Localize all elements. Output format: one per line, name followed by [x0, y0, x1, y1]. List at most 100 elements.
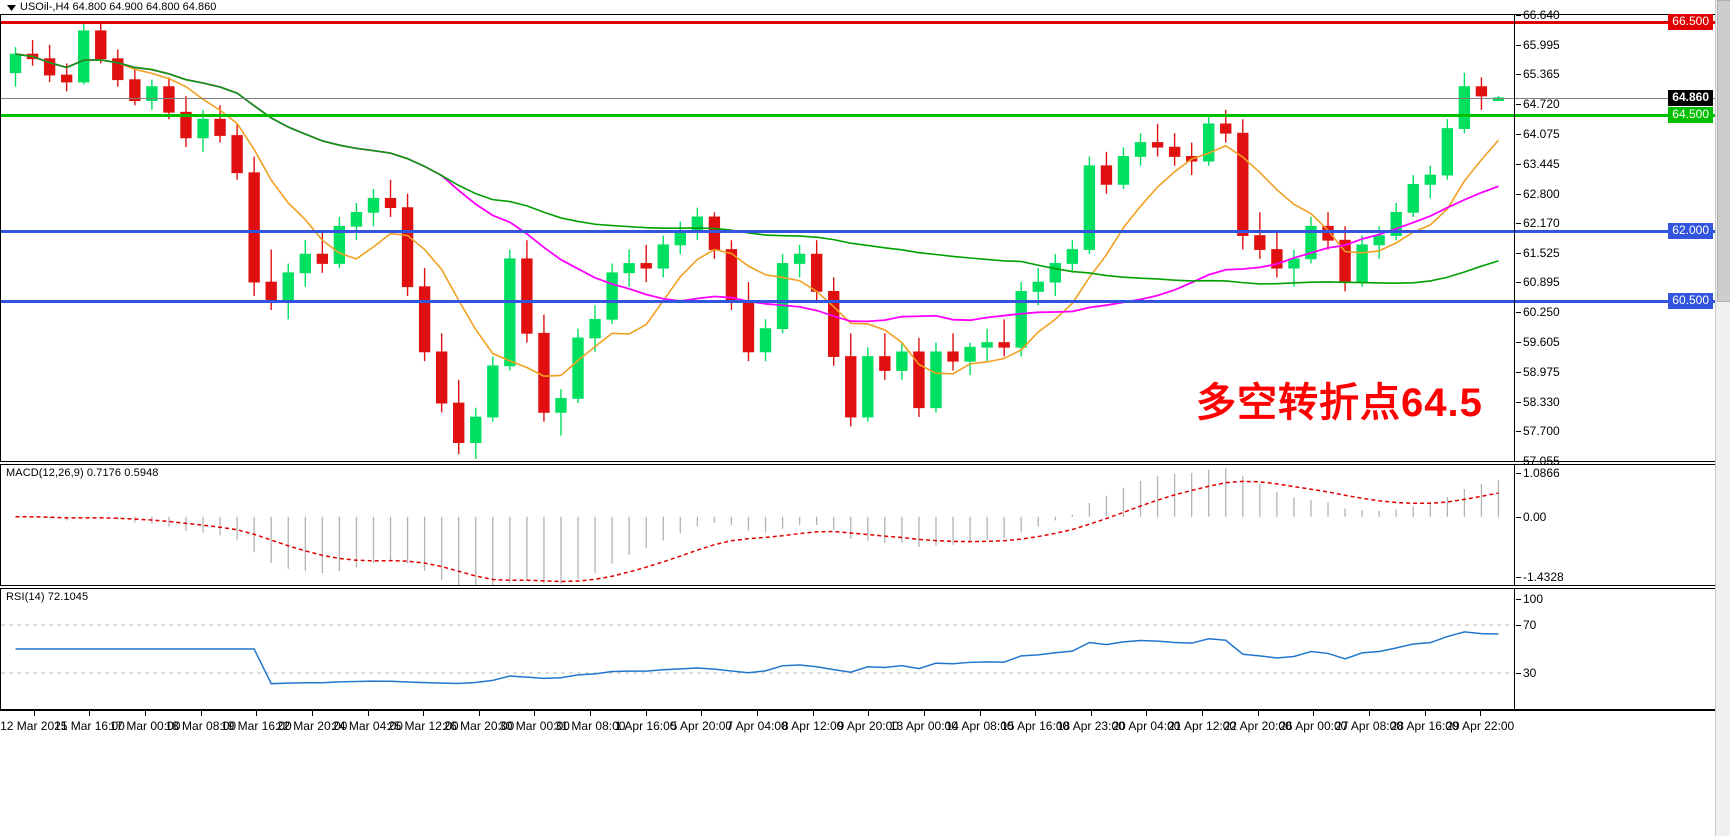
time-axis-tick — [1257, 711, 1259, 716]
macd-panel[interactable]: MACD(12,26,9) 0.7176 0.5948 1.0866 0.00 -1… — [0, 464, 1716, 586]
price-tick-mark — [1516, 430, 1521, 432]
time-axis-tick — [701, 711, 703, 716]
price-tick-mark — [1516, 253, 1521, 254]
time-axis-tick — [812, 711, 814, 716]
time-axis-tick — [33, 711, 35, 716]
price-level-line[interactable] — [1, 113, 1715, 117]
price-tick-mark — [1516, 312, 1521, 314]
time-axis-label: 26 Mar 20:00 — [443, 719, 515, 733]
candlestick-series — [9, 21, 1505, 459]
triangle-down-icon[interactable] — [6, 2, 17, 13]
price-tick-label: 64.075 — [1523, 127, 1560, 142]
time-axis-tick — [1146, 711, 1148, 716]
time-axis-tick — [1202, 711, 1204, 716]
time-axis-label: 14 Apr 08:00 — [945, 719, 1014, 733]
price-panel[interactable]: 多空转折点64.5 66.640 65.995 65.365 64.720 64.075… — [0, 8, 1716, 468]
rsi-tick-mark — [1516, 625, 1521, 626]
macd-tick-label: -1.4328 — [1523, 570, 1564, 584]
price-tick-label: 60.250 — [1523, 305, 1560, 320]
time-axis-label: 31 Mar 08:00 — [554, 719, 626, 733]
window-scrollbar[interactable] — [1715, 0, 1730, 836]
time-axis-tick — [423, 711, 425, 716]
price-level-line[interactable] — [1, 229, 1715, 233]
price-tick-mark — [1516, 134, 1521, 136]
time-axis-tick — [590, 711, 592, 716]
price-tick-mark — [1516, 401, 1521, 403]
price-tick-label: 63.445 — [1523, 156, 1560, 171]
price-tag[interactable]: 64.500 — [1668, 106, 1713, 123]
price-level-line[interactable] — [1, 97, 1715, 99]
time-axis[interactable]: 12 Mar 2021 15 Mar 16:00 17 Mar 00:00 18 Ma… — [0, 710, 1716, 738]
price-tick-mark — [1516, 163, 1521, 165]
price-tick-mark — [1516, 193, 1521, 195]
macd-scale[interactable]: 1.0866 0.00 -1.4328 — [1514, 465, 1715, 585]
price-tick-mark — [1516, 104, 1521, 106]
macd-tick-mark — [1516, 473, 1521, 474]
time-axis-tick — [1090, 711, 1092, 716]
time-axis-label: 30 Mar 00:00 — [499, 719, 570, 733]
rsi-plot-area[interactable] — [1, 589, 1715, 709]
time-axis-tick — [145, 711, 147, 716]
price-tick-label: 65.995 — [1523, 38, 1560, 52]
macd-tick-mark — [1516, 577, 1521, 578]
symbol-ohlc-label: USOil-,H4 64.800 64.900 64.800 64.860 — [20, 1, 217, 13]
time-axis-label: 29 Apr 22:00 — [1446, 719, 1515, 733]
price-tick-label: 59.605 — [1523, 335, 1560, 350]
price-tick-mark — [1516, 342, 1521, 344]
time-axis-tick — [311, 711, 313, 716]
price-tick-mark — [1516, 282, 1521, 284]
price-level-line[interactable] — [1, 299, 1715, 303]
price-tag[interactable]: 66.500 — [1668, 13, 1713, 30]
rsi-tick-label: 30 — [1523, 666, 1537, 680]
time-axis-tick — [1313, 711, 1315, 716]
time-axis-tick — [979, 711, 981, 716]
time-axis-tick — [923, 711, 925, 716]
price-tick-label: 57.700 — [1523, 423, 1560, 438]
rsi-series — [1, 624, 1515, 685]
macd-label: MACD(12,26,9) 0.7176 0.5948 — [6, 467, 159, 479]
rsi-tick-mark — [1516, 673, 1521, 674]
time-axis-label: 24 Mar 04:00 — [332, 719, 403, 733]
time-axis-label: 19 Mar 16:00 — [220, 719, 292, 733]
time-axis-tick — [1424, 711, 1426, 716]
price-tag[interactable]: 64.860 — [1668, 89, 1713, 106]
price-plot-area[interactable]: 多空转折点64.5 — [1, 15, 1715, 461]
time-axis-tick — [757, 711, 758, 716]
time-axis-tick — [1035, 711, 1037, 716]
time-axis-tick — [645, 711, 647, 716]
scrollbar-thumb[interactable] — [1717, 0, 1730, 302]
time-axis-label: 22 Apr 20:00 — [1223, 719, 1292, 733]
time-axis-tick — [367, 711, 369, 716]
time-axis-tick — [256, 711, 258, 716]
price-scale[interactable]: 66.640 65.995 65.365 64.720 64.075 63.445 62.8… — [1514, 8, 1715, 468]
macd-tick-label: 1.0866 — [1523, 466, 1560, 480]
time-axis-label: 12 Mar 2021 — [0, 719, 68, 733]
time-axis-label: 15 Apr 16:00 — [1001, 719, 1070, 733]
time-axis-tick — [1368, 711, 1370, 716]
time-axis-label: 21 Apr 12:00 — [1168, 719, 1237, 733]
time-axis-label: 28 Apr 16:00 — [1390, 719, 1459, 733]
price-tag[interactable]: 60.500 — [1668, 292, 1713, 309]
price-tick-label: 62.800 — [1523, 186, 1560, 201]
rsi-panel[interactable]: RSI(14) 72.1045 100 70 30 — [0, 588, 1716, 710]
price-tick-label: 61.525 — [1523, 246, 1560, 260]
price-tick-label: 64.720 — [1523, 97, 1560, 112]
price-tag[interactable]: 62.000 — [1668, 222, 1713, 239]
macd-plot-area[interactable] — [1, 465, 1715, 585]
time-axis-label: 17 Mar 00:00 — [109, 719, 181, 733]
macd-tick-mark — [1516, 516, 1521, 518]
time-axis-label: 18 Mar 08:00 — [165, 719, 237, 733]
time-axis-label: 27 Apr 08:00 — [1334, 719, 1403, 733]
time-axis-label: 13 Apr 00:00 — [889, 719, 958, 733]
time-axis-label: 25 Mar 12:00 — [387, 719, 459, 733]
price-tick-mark — [1516, 45, 1521, 46]
price-level-line[interactable] — [1, 20, 1715, 24]
macd-series — [15, 468, 1500, 585]
rsi-scale[interactable]: 100 70 30 — [1514, 589, 1715, 709]
price-tick-label: 66.640 — [1523, 8, 1560, 22]
time-axis-tick — [868, 711, 870, 716]
time-axis-tick — [478, 711, 480, 716]
price-tick-label: 62.170 — [1523, 215, 1560, 230]
price-tick-mark — [1516, 15, 1521, 16]
